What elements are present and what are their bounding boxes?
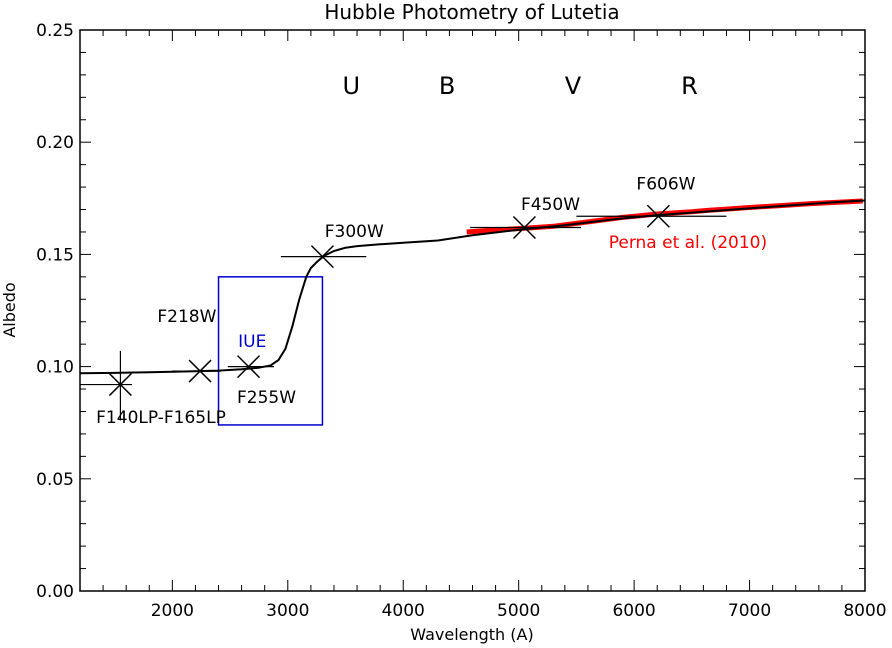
point-label: F300W [325,222,384,242]
y-axis-label: Albedo [0,282,19,337]
x-tick-label: 5000 [497,601,540,621]
iue-label: IUE [238,332,266,352]
x-axis-label: Wavelength (A) [410,625,533,644]
model-curve-group [79,199,866,375]
point-label: F255W [237,388,296,408]
iue-box [217,276,324,426]
x-tick-label: 7000 [728,601,771,621]
photometry-point-F218W: F218W [157,307,221,383]
y-tick-label: 0.20 [36,133,74,153]
band-label-B: B [439,72,455,100]
photometry-points: F140LP-F165LP F218W F255W F300W F450W F606W [80,175,727,428]
y-tick-label: 0.05 [36,470,74,490]
point-label: F140LP-F165LP [96,408,226,428]
x-tick-label: 4000 [382,601,425,621]
photometry-point-F140LP-F165LP: F140LP-F165LP [80,350,226,428]
cross-marker [188,359,212,383]
photometry-point-F606W: F606W [576,175,727,228]
photometry-point-F450W: F450W [470,195,582,240]
x-tick-label: 3000 [266,601,309,621]
reference-spectrum-label: Perna et al. (2010) [609,233,767,253]
y-tick-label: 0.00 [36,582,74,602]
cross-marker [237,355,261,379]
cross-marker [310,245,334,269]
point-label: F218W [157,307,216,327]
cross-marker [646,204,670,228]
y-tick-label: 0.25 [36,21,74,41]
band-label-R: R [681,72,698,100]
band-label-U: U [342,72,360,100]
x-tick-label: 2000 [151,601,194,621]
x-tick-label: 8000 [843,601,886,621]
axis-ticks [79,29,866,592]
y-tick-label: 0.15 [36,245,74,265]
chart-title: Hubble Photometry of Lutetia [324,0,619,24]
axis-tick-labels: 2000 3000 4000 5000 6000 7000 8000 0.00 0.05 0.10… [36,21,886,621]
model-curve-line [79,199,866,375]
point-label: F450W [521,195,580,215]
band-label-V: V [565,72,582,100]
cross-marker [512,215,536,240]
cross-marker [108,373,132,397]
x-tick-label: 6000 [612,601,655,621]
photometry-point-F300W: F300W [280,222,384,269]
y-tick-label: 0.10 [36,358,74,378]
iue-box-group: IUE [217,276,324,426]
photometry-point-F255W: F255W [227,355,296,408]
point-label: F606W [636,175,695,195]
